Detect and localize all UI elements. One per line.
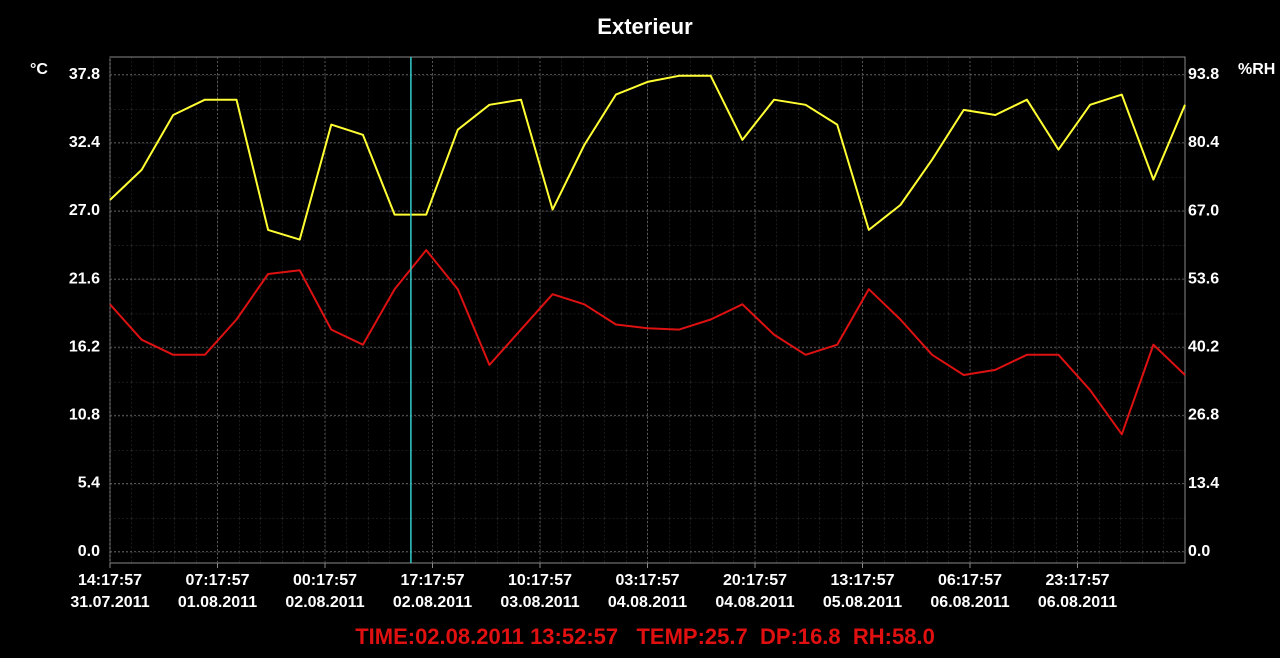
x-tick-label: 06:17:57 bbox=[938, 572, 1002, 589]
y2-tick-label: 13.4 bbox=[1188, 475, 1219, 492]
x-tick-label: 31.07.2011 bbox=[70, 594, 149, 611]
y-tick-label: 32.4 bbox=[69, 134, 100, 151]
readout: TIME:02.08.2011 13:52:57 TEMP:25.7 DP:16… bbox=[355, 624, 935, 649]
x-tick-label: 03.08.2011 bbox=[500, 594, 579, 611]
x-tick-label: 04.08.2011 bbox=[608, 594, 687, 611]
y-tick-label: 16.2 bbox=[69, 338, 100, 355]
x-tick-label: 20:17:57 bbox=[723, 572, 787, 589]
series-line bbox=[109, 74, 1186, 241]
y2-tick-label: 53.6 bbox=[1188, 270, 1219, 287]
x-tick-label: 06.08.2011 bbox=[1038, 594, 1117, 611]
y-tick-label: 0.0 bbox=[78, 543, 100, 560]
y2-tick-label: 93.8 bbox=[1188, 66, 1219, 83]
chart-title: Exterieur bbox=[597, 14, 693, 39]
y-tick-label: 5.4 bbox=[78, 475, 100, 492]
y-axis-label: °C bbox=[30, 61, 48, 78]
y2-tick-label: 40.2 bbox=[1188, 339, 1219, 356]
x-tick-label: 02.08.2011 bbox=[285, 594, 364, 611]
y-tick-label: 37.8 bbox=[69, 66, 100, 83]
x-tick-label: 14:17:57 bbox=[78, 572, 142, 589]
x-tick-label: 03:17:57 bbox=[615, 572, 679, 589]
x-tick-label: 07:17:57 bbox=[185, 572, 249, 589]
y-tick-label: 10.8 bbox=[69, 407, 100, 424]
y2-tick-label: 26.8 bbox=[1188, 407, 1219, 424]
x-tick-label: 13:17:57 bbox=[830, 572, 894, 589]
x-tick-label: 10:17:57 bbox=[508, 572, 572, 589]
x-tick-label: 02.08.2011 bbox=[393, 594, 472, 611]
y2-tick-label: 67.0 bbox=[1188, 202, 1219, 219]
y2-tick-label: 0.0 bbox=[1188, 543, 1210, 560]
x-tick-label: 17:17:57 bbox=[400, 572, 464, 589]
y2-axis-label: %RH bbox=[1238, 61, 1275, 78]
x-tick-label: 01.08.2011 bbox=[178, 594, 257, 611]
x-tick-label: 04.08.2011 bbox=[715, 594, 794, 611]
x-tick-label: 05.08.2011 bbox=[823, 594, 902, 611]
y-tick-label: 21.6 bbox=[69, 270, 100, 287]
x-tick-label: 23:17:57 bbox=[1045, 572, 1109, 589]
x-tick-label: 00:17:57 bbox=[293, 572, 357, 589]
series-line bbox=[109, 249, 1186, 436]
y2-tick-label: 80.4 bbox=[1188, 134, 1219, 151]
y-tick-label: 27.0 bbox=[69, 202, 100, 219]
x-tick-label: 06.08.2011 bbox=[930, 594, 1009, 611]
